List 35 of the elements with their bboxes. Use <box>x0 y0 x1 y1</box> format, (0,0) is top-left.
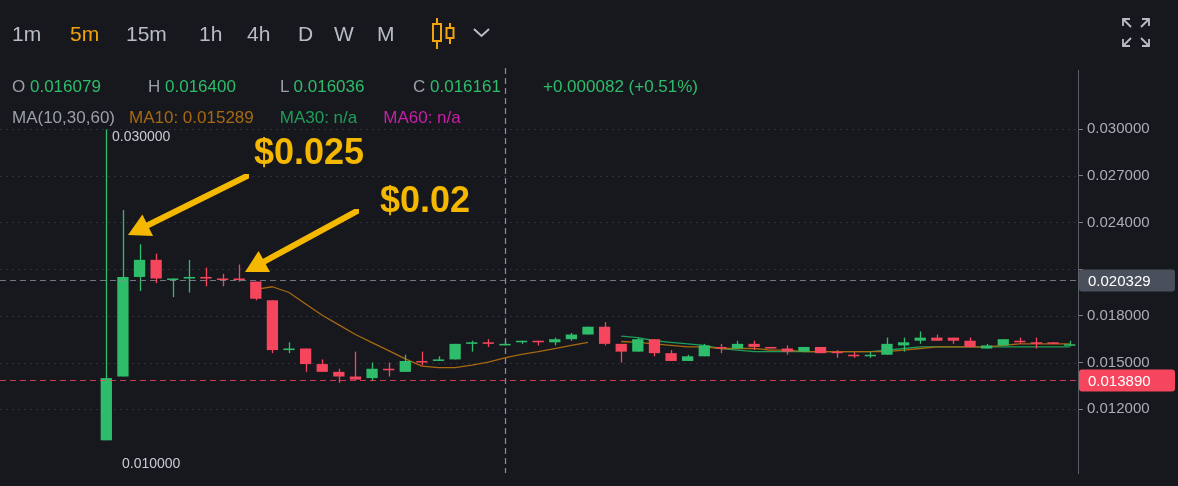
text: 15m <box>126 22 167 46</box>
candlestick <box>366 361 378 382</box>
y-tick-label: 0.027000 <box>1087 165 1150 183</box>
annotation: MA(10,30,60) <box>12 108 115 127</box>
candlestick <box>133 243 146 292</box>
annotation: +0.000082 (+0.51%) <box>543 77 699 97</box>
text: D <box>298 22 314 46</box>
y-tick-label: 0.030000 <box>1087 119 1150 137</box>
ref-line-label: 0.020329 <box>1088 271 1151 289</box>
text: M <box>377 22 395 46</box>
candlestick <box>183 259 195 294</box>
text: 1m <box>12 22 42 46</box>
annotation: C 0.016161 <box>413 77 501 96</box>
candlestick <box>200 266 212 287</box>
text: MA10: 0.015289 <box>129 108 254 127</box>
y-tick-label: 0.012000 <box>1087 399 1150 417</box>
legend-label: MA60: n/a <box>383 108 461 127</box>
candlestick <box>598 321 611 347</box>
text: 5m <box>70 22 100 46</box>
text: W <box>334 22 354 46</box>
y-tick-label: 0.018000 <box>1087 305 1150 323</box>
text: 1h <box>199 22 223 46</box>
annotation: $0.025 <box>254 131 365 172</box>
annotation: $0.02 <box>380 179 471 220</box>
annotation: 0.010000 <box>122 455 181 471</box>
ref-line-label: 0.013890 <box>1088 371 1151 389</box>
candlestick <box>150 252 162 284</box>
text: MA30: n/a <box>279 108 358 127</box>
annotation: L 0.016036 <box>280 77 365 96</box>
y-tick-label: 0.015000 <box>1087 352 1150 370</box>
annotation: H 0.016400 <box>148 77 236 96</box>
text: 4h <box>247 22 271 46</box>
y-tick-label: 0.024000 <box>1087 212 1150 230</box>
annotation: O 0.016079 <box>12 77 101 96</box>
annotation: 0.030000 <box>112 128 171 144</box>
